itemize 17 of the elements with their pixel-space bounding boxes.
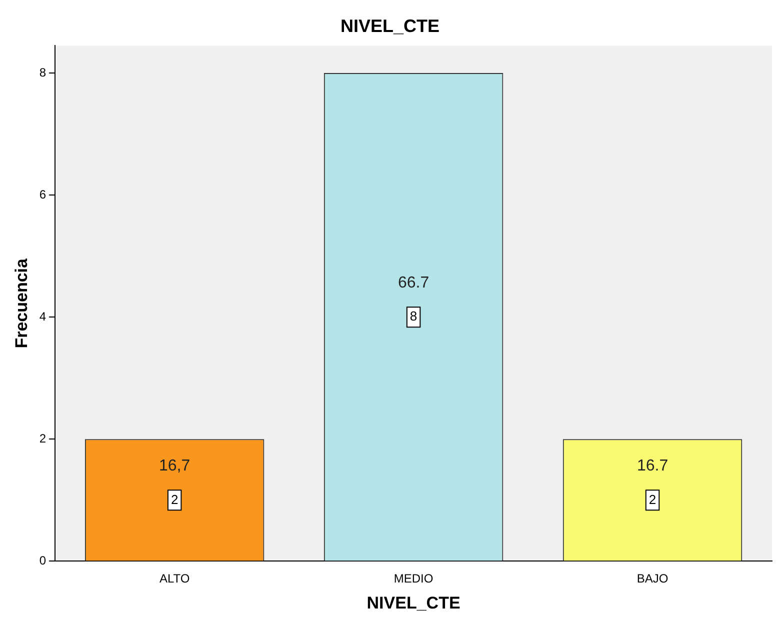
data-label: 2: [170, 492, 178, 507]
y-tick-label: 2: [39, 431, 46, 446]
chart-title: NIVEL_CTE: [340, 16, 440, 36]
data-label: 2: [648, 492, 656, 507]
x-axis-title: NIVEL_CTE: [366, 593, 460, 612]
annotation: 16,7: [158, 458, 190, 475]
y-tick-label: 4: [39, 309, 46, 324]
annotation: 16.7: [636, 458, 668, 475]
y-tick-label: 8: [39, 65, 46, 80]
x-tick-label: BAJO: [636, 572, 668, 586]
y-tick-label: 0: [39, 554, 46, 568]
y-tick-label: 6: [39, 187, 46, 202]
x-tick-label: ALTO: [159, 572, 190, 586]
y-axis-title: Frecuencia: [12, 258, 31, 348]
x-tick-label: MEDIO: [394, 572, 434, 586]
data-label: 8: [410, 308, 418, 324]
annotation: 66.7: [398, 274, 430, 292]
